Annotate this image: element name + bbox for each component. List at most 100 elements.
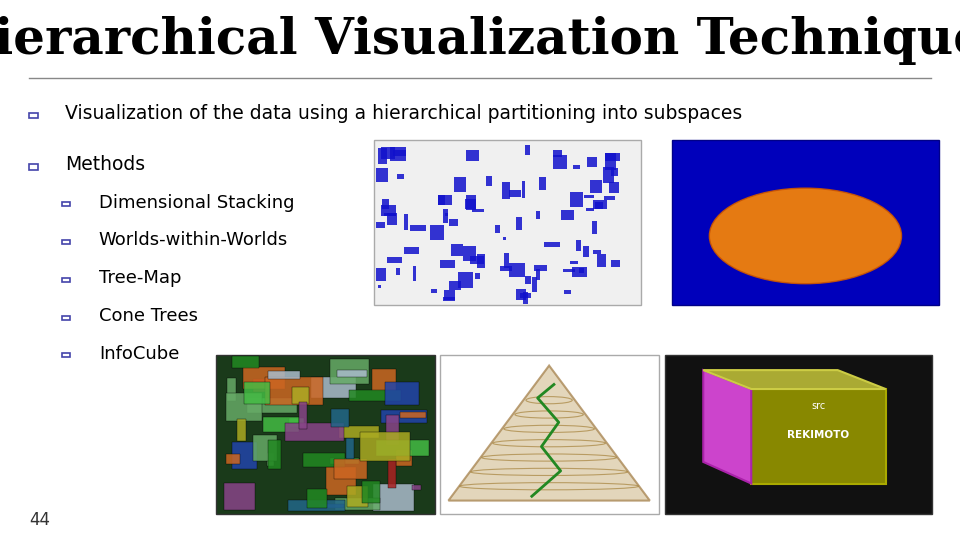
- FancyBboxPatch shape: [62, 315, 70, 320]
- Bar: [400, 412, 426, 418]
- Bar: [585, 195, 593, 199]
- Bar: [444, 213, 448, 215]
- Bar: [412, 485, 420, 490]
- Bar: [592, 221, 597, 233]
- Bar: [339, 426, 378, 438]
- Bar: [300, 402, 307, 429]
- Bar: [564, 269, 575, 272]
- Bar: [244, 382, 270, 404]
- Text: Hierarchical Visualization Techniques: Hierarchical Visualization Techniques: [0, 16, 960, 65]
- Bar: [469, 256, 484, 264]
- Bar: [584, 246, 588, 257]
- Bar: [535, 265, 547, 271]
- Bar: [553, 155, 567, 169]
- Text: Tree-Map: Tree-Map: [99, 269, 181, 287]
- Bar: [553, 150, 563, 157]
- Bar: [386, 415, 398, 445]
- Bar: [227, 454, 240, 464]
- Bar: [293, 388, 308, 403]
- Bar: [495, 225, 500, 233]
- Bar: [573, 165, 580, 170]
- Bar: [247, 399, 298, 413]
- Bar: [611, 260, 620, 267]
- Bar: [216, 355, 435, 514]
- Bar: [611, 168, 618, 176]
- Bar: [438, 194, 451, 205]
- Bar: [500, 266, 512, 271]
- Bar: [672, 140, 939, 305]
- Bar: [378, 285, 381, 287]
- Bar: [267, 453, 275, 465]
- Bar: [458, 273, 473, 288]
- Bar: [579, 268, 584, 273]
- FancyBboxPatch shape: [62, 278, 70, 282]
- Bar: [303, 453, 345, 468]
- Bar: [263, 417, 299, 431]
- Bar: [562, 211, 574, 220]
- Bar: [509, 263, 524, 277]
- Bar: [544, 242, 560, 246]
- Bar: [595, 202, 603, 209]
- FancyBboxPatch shape: [62, 240, 70, 244]
- Bar: [589, 180, 602, 193]
- Bar: [606, 153, 620, 160]
- Bar: [319, 504, 345, 508]
- Bar: [509, 191, 521, 197]
- Bar: [268, 440, 281, 469]
- Bar: [588, 157, 597, 167]
- Ellipse shape: [709, 188, 901, 284]
- Bar: [520, 293, 531, 298]
- Bar: [404, 247, 420, 254]
- Bar: [349, 390, 401, 401]
- FancyBboxPatch shape: [62, 353, 70, 357]
- Bar: [337, 369, 367, 377]
- Bar: [609, 182, 619, 193]
- Bar: [593, 251, 601, 254]
- Bar: [467, 150, 479, 161]
- Bar: [524, 276, 532, 284]
- FancyBboxPatch shape: [29, 164, 38, 170]
- Bar: [335, 498, 380, 510]
- Bar: [232, 442, 257, 469]
- Bar: [536, 211, 540, 219]
- Bar: [431, 289, 438, 293]
- Bar: [540, 177, 545, 190]
- Bar: [477, 254, 485, 267]
- Bar: [376, 222, 385, 228]
- Bar: [536, 268, 540, 280]
- Bar: [374, 140, 641, 305]
- Bar: [331, 409, 349, 427]
- Bar: [372, 369, 396, 391]
- Text: Worlds-within-Worlds: Worlds-within-Worlds: [99, 231, 288, 249]
- Bar: [375, 268, 386, 281]
- Bar: [292, 387, 309, 404]
- Bar: [330, 359, 369, 384]
- Bar: [504, 253, 509, 268]
- Bar: [516, 218, 521, 231]
- Bar: [523, 292, 528, 303]
- Polygon shape: [448, 366, 650, 501]
- Bar: [269, 370, 300, 379]
- Bar: [385, 382, 420, 405]
- Bar: [310, 376, 356, 398]
- Bar: [502, 182, 510, 199]
- Polygon shape: [704, 370, 886, 389]
- Bar: [252, 435, 276, 461]
- Bar: [444, 208, 448, 223]
- Bar: [326, 467, 355, 495]
- Bar: [288, 500, 346, 511]
- Bar: [451, 244, 464, 256]
- FancyBboxPatch shape: [62, 202, 70, 206]
- Bar: [503, 237, 506, 240]
- Polygon shape: [704, 370, 752, 483]
- Bar: [449, 281, 461, 291]
- Bar: [454, 177, 466, 192]
- Bar: [572, 267, 587, 277]
- Bar: [522, 181, 525, 198]
- Bar: [253, 379, 267, 392]
- Bar: [346, 438, 353, 459]
- Bar: [525, 145, 530, 155]
- Bar: [444, 296, 455, 301]
- Bar: [440, 260, 455, 268]
- Bar: [465, 199, 476, 210]
